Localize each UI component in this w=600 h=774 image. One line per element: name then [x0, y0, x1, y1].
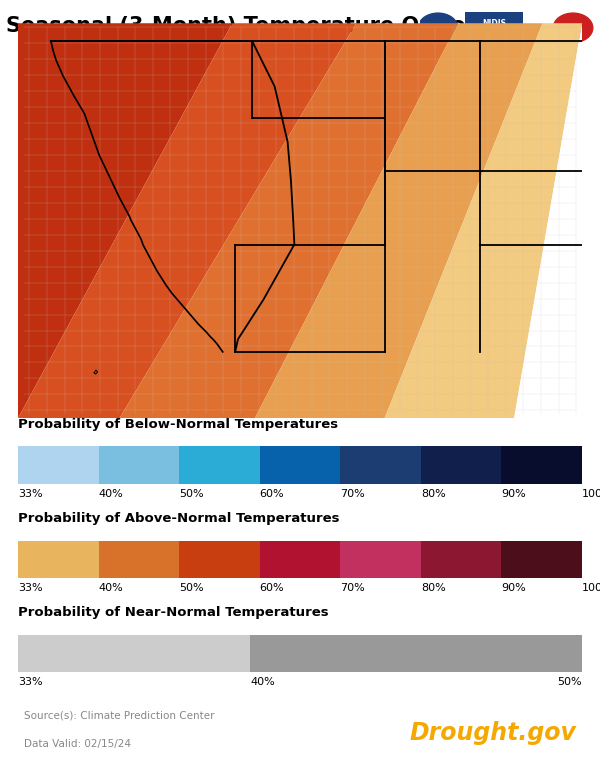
Circle shape — [418, 13, 458, 43]
Bar — [465, 35, 523, 44]
Bar — [18, 635, 250, 672]
Bar — [179, 540, 260, 578]
Polygon shape — [119, 23, 458, 418]
Text: Drought.gov: Drought.gov — [409, 721, 577, 745]
Bar — [340, 540, 421, 578]
Text: 90%: 90% — [502, 583, 526, 593]
Text: 100%: 100% — [582, 489, 600, 498]
Text: NWS: NWS — [566, 26, 580, 30]
Text: 50%: 50% — [179, 583, 204, 593]
Bar — [260, 447, 340, 484]
Text: Probability of Above-Normal Temperatures: Probability of Above-Normal Temperatures — [18, 512, 340, 526]
Text: 33%: 33% — [18, 677, 43, 687]
Text: 50%: 50% — [557, 677, 582, 687]
Bar — [502, 540, 582, 578]
Text: 80%: 80% — [421, 583, 446, 593]
Text: Probability of Near-Normal Temperatures: Probability of Near-Normal Temperatures — [18, 606, 329, 619]
Text: NOAA: NOAA — [429, 26, 447, 30]
Text: 90%: 90% — [502, 489, 526, 498]
Text: Probability of Below-Normal Temperatures: Probability of Below-Normal Temperatures — [18, 418, 338, 431]
Polygon shape — [514, 23, 582, 418]
Circle shape — [553, 13, 593, 43]
Bar — [260, 540, 340, 578]
Text: 40%: 40% — [98, 489, 124, 498]
Text: 70%: 70% — [340, 583, 365, 593]
Polygon shape — [385, 23, 582, 418]
Bar — [18, 540, 98, 578]
Text: Seasonal (3-Month) Temperature Outlook: Seasonal (3-Month) Temperature Outlook — [7, 15, 494, 36]
Text: 33%: 33% — [18, 489, 43, 498]
Text: 80%: 80% — [421, 489, 446, 498]
Polygon shape — [255, 23, 542, 418]
Text: 40%: 40% — [250, 677, 275, 687]
Text: 70%: 70% — [340, 489, 365, 498]
Text: Data Valid: 02/15/24: Data Valid: 02/15/24 — [23, 738, 131, 748]
Bar — [421, 540, 502, 578]
Bar — [502, 447, 582, 484]
Bar — [179, 447, 260, 484]
Text: 40%: 40% — [98, 583, 124, 593]
Text: 100%: 100% — [582, 583, 600, 593]
Text: 33%: 33% — [18, 583, 43, 593]
Text: Source(s): Climate Prediction Center: Source(s): Climate Prediction Center — [23, 711, 214, 721]
Bar — [18, 447, 98, 484]
Bar — [250, 635, 582, 672]
Text: 60%: 60% — [260, 583, 284, 593]
Bar — [465, 12, 523, 44]
Bar — [340, 447, 421, 484]
Text: NIDIS: NIDIS — [482, 19, 506, 29]
Bar — [98, 447, 179, 484]
Bar — [98, 540, 179, 578]
Text: 60%: 60% — [260, 489, 284, 498]
Bar — [421, 447, 502, 484]
Polygon shape — [18, 23, 232, 418]
Polygon shape — [18, 23, 356, 418]
Text: 50%: 50% — [179, 489, 204, 498]
